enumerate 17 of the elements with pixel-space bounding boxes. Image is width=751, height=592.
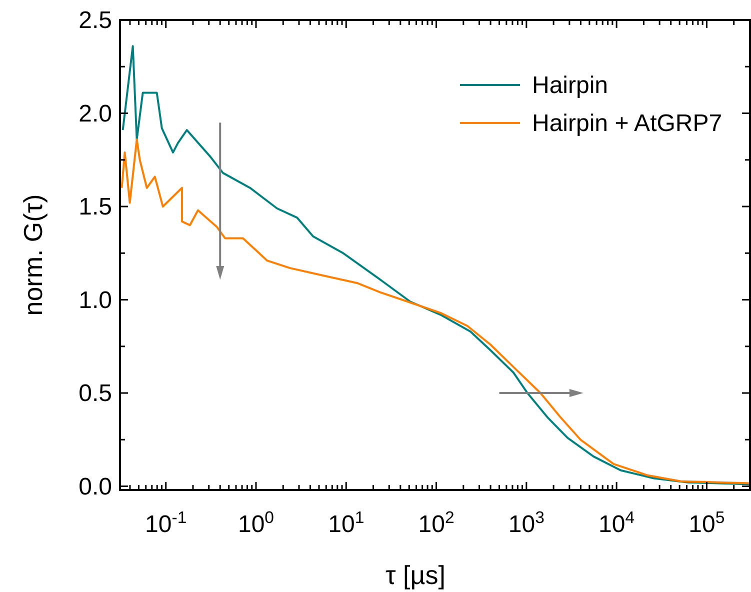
- x-tick-label: 10$^{1}$: [328, 508, 364, 538]
- y-tick-label: 0.0: [78, 473, 112, 500]
- x-tick-label: 10$^{-1}$: [145, 508, 187, 538]
- x-tick-label: 10$^{2}$: [418, 508, 454, 538]
- x-tick-label: 10$^{0}$: [238, 508, 274, 538]
- x-tick-label: 10$^{5}$: [688, 508, 725, 538]
- y-tick-label: 2.0: [78, 100, 112, 128]
- y-tick-label: 0.5: [78, 380, 112, 408]
- y-axis-title: norm. G(τ): [18, 194, 48, 316]
- legend-label: Hairpin + AtGRP7: [532, 110, 722, 137]
- x-axis-title: τ [µs]: [386, 560, 446, 590]
- legend-label: Hairpin: [532, 72, 608, 99]
- y-tick-label: 2.5: [78, 7, 112, 34]
- y-tick-label: 1.0: [78, 286, 112, 314]
- y-tick-label: 1.5: [78, 194, 112, 221]
- x-tick-label: 10$^{4}$: [598, 508, 635, 538]
- x-tick-label: 10$^{3}$: [508, 508, 544, 538]
